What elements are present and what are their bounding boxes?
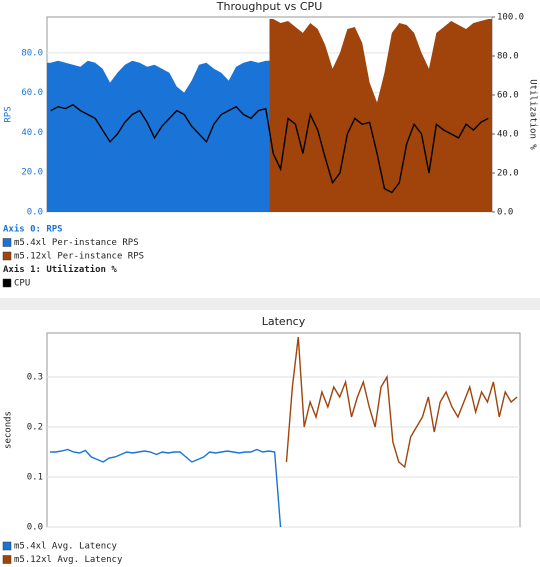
legend-swatch — [2, 555, 12, 564]
y2-tick-label: 60.0 — [497, 91, 519, 101]
y-tick-label: 40.0 — [21, 128, 43, 138]
y-axis-label: seconds — [4, 411, 14, 449]
legend-label: m5.12xl Per-instance RPS — [14, 252, 144, 262]
y2-tick-label: 0.0 — [497, 208, 513, 218]
y-tick-label: 80.0 — [21, 48, 43, 58]
chart-title: Latency — [262, 315, 306, 328]
line — [285, 336, 518, 469]
y-tick-label: 0.2 — [27, 423, 43, 433]
y-tick-label: 0.3 — [27, 373, 43, 383]
y-axis-label: RPS — [4, 106, 14, 122]
y-tick-label: 60.0 — [21, 88, 43, 98]
legend-title: Axis 0: RPS — [3, 224, 63, 235]
legend-swatch — [2, 238, 12, 247]
legend-label: CPU — [14, 279, 30, 289]
y2-tick-label: 40.0 — [497, 130, 519, 140]
plot-area — [46, 332, 521, 528]
y2-tick-label: 100.0 — [497, 13, 524, 23]
y-tick-label: 20.0 — [21, 168, 43, 178]
area — [47, 60, 270, 212]
y-tick-label: 0.1 — [27, 473, 43, 483]
chart-title: Throughput vs CPU — [216, 0, 323, 13]
legend-swatch — [2, 541, 12, 551]
y-tick-label: 0.0 — [27, 523, 43, 533]
legend-label: m5.4xl Avg. Latency — [14, 542, 118, 552]
legend-swatch — [2, 251, 12, 261]
line — [50, 103, 489, 194]
legend-title: Axis 1: Utilization % — [3, 264, 117, 275]
y2-tick-label: 20.0 — [497, 169, 519, 179]
legend-label: m5.4xl Per-instance RPS — [14, 238, 139, 248]
legend-swatch — [2, 278, 12, 288]
area — [269, 18, 492, 213]
legend-label: m5.12xl Avg. Latency — [14, 555, 123, 565]
separator — [0, 298, 540, 310]
y-tick-label: 0.0 — [27, 208, 43, 218]
y2-tick-label: 80.0 — [497, 52, 519, 62]
line — [49, 448, 282, 528]
y2-axis-label: Utilization % — [528, 79, 538, 150]
